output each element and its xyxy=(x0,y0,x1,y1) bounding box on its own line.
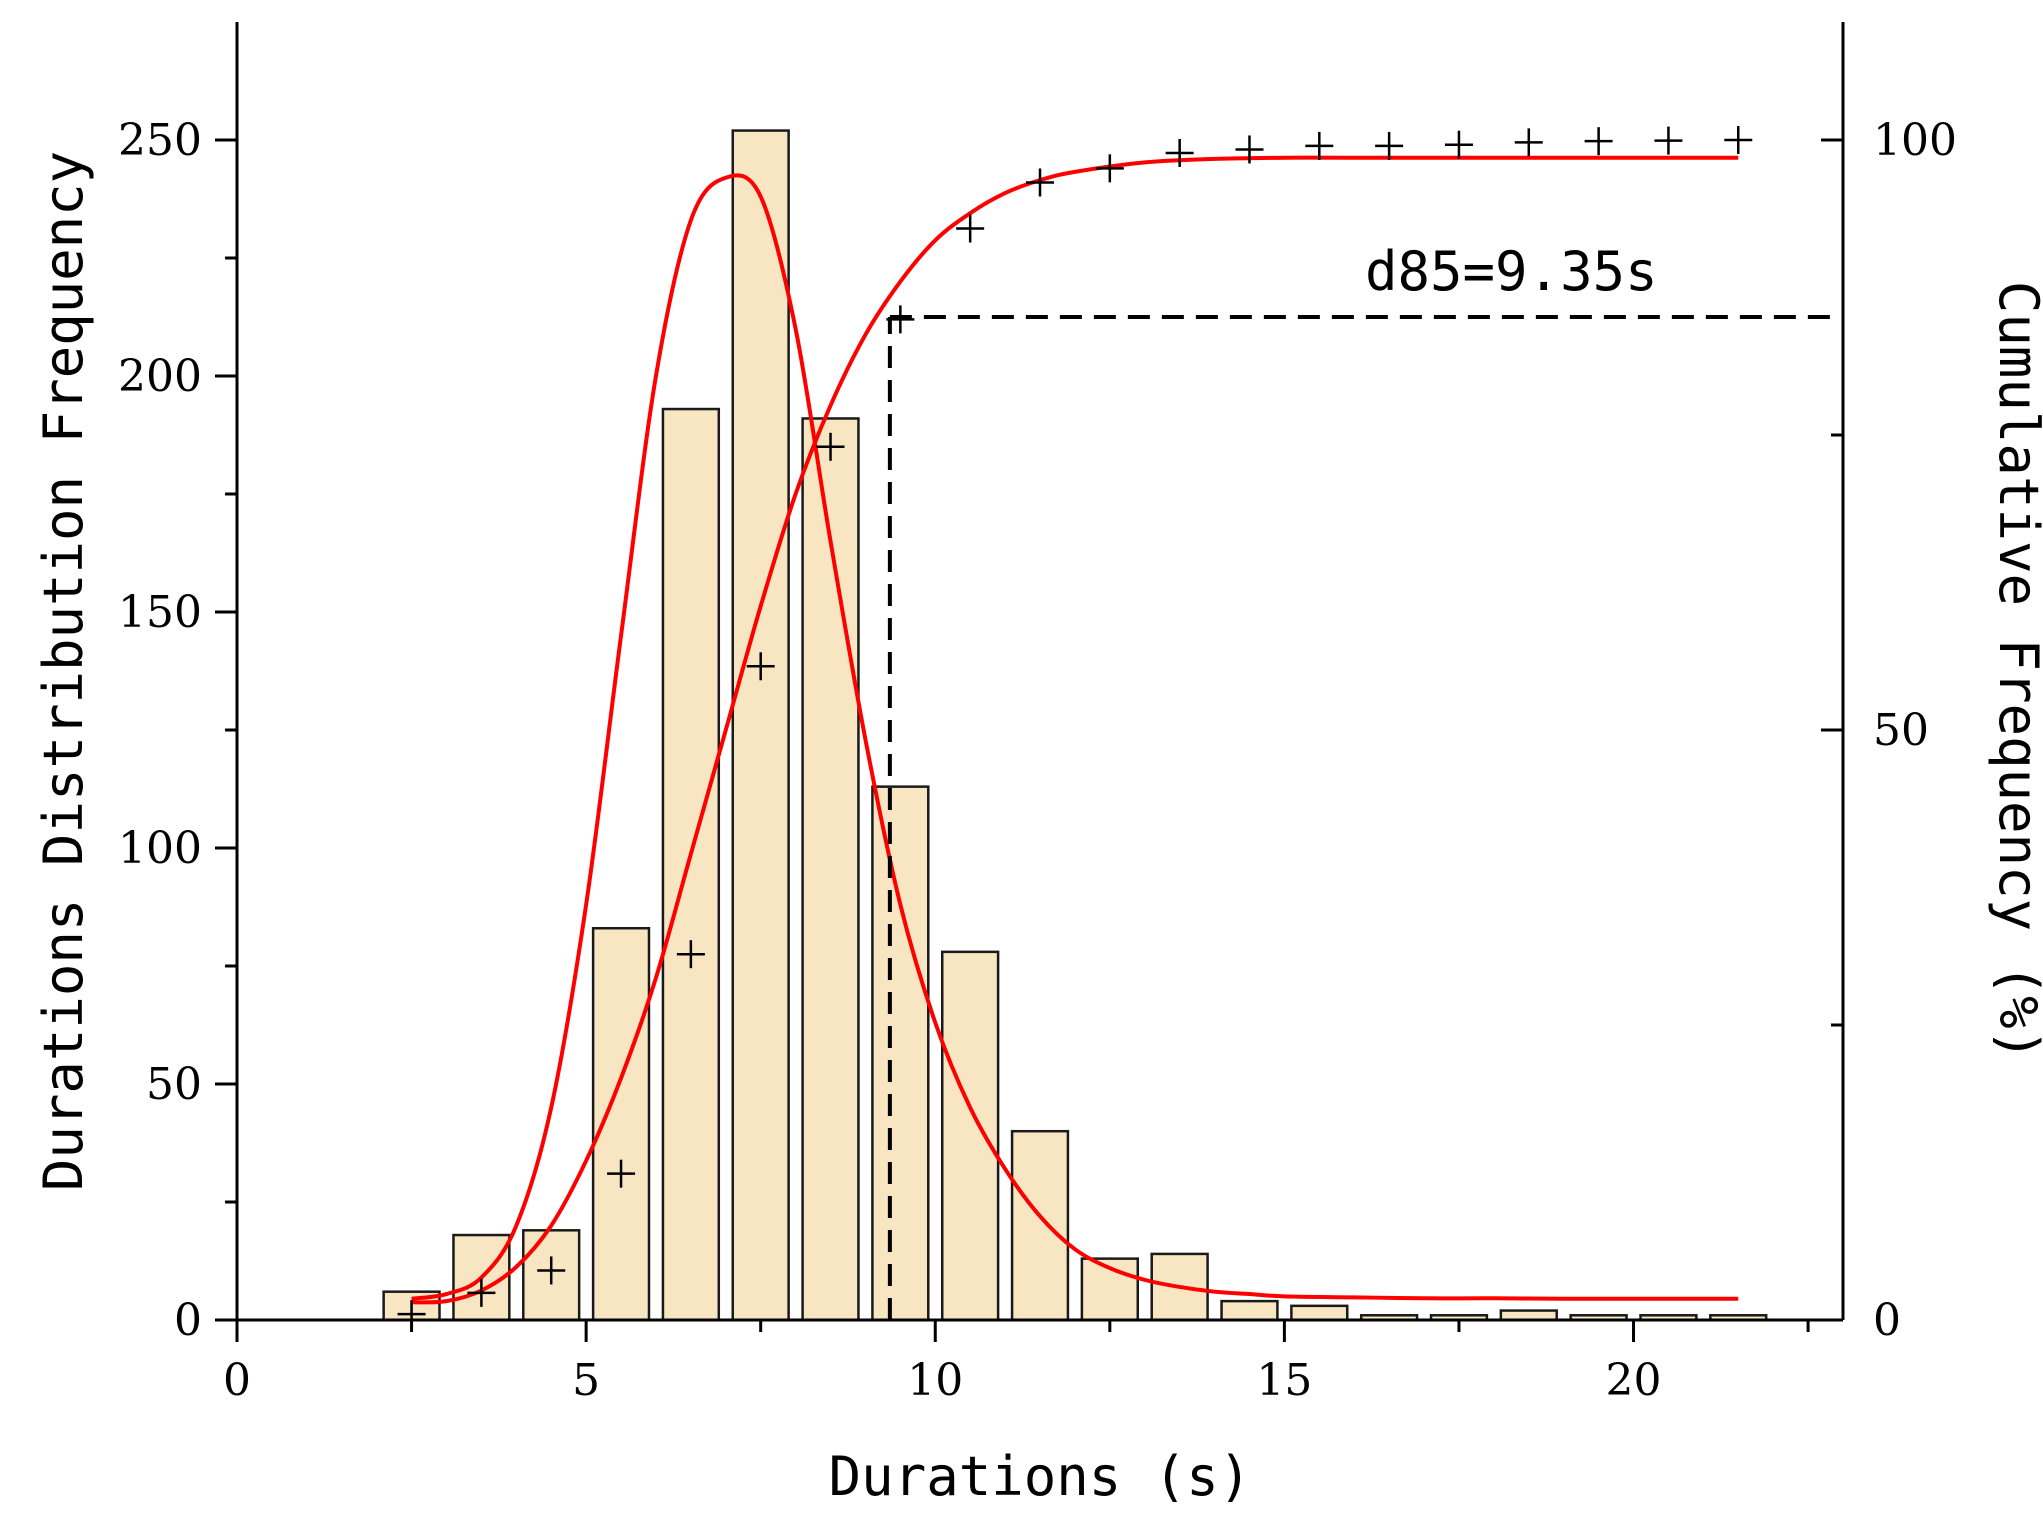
cumulative-point xyxy=(1654,126,1683,155)
y-axis-label: Durations Distribution Frequency xyxy=(32,151,95,1191)
y2-tick-label: 50 xyxy=(1873,705,1929,756)
histogram-bar xyxy=(940,950,1000,1322)
cumulative-point xyxy=(467,1278,496,1307)
histogram-bar xyxy=(1010,1129,1070,1322)
cumulative-point xyxy=(537,1256,566,1285)
d85-annotation: d85=9.35s xyxy=(1365,240,1658,303)
cumulative-point xyxy=(1724,126,1753,154)
histogram-bar xyxy=(1290,1304,1349,1322)
cumulative-point xyxy=(1305,131,1334,160)
cumulative-point xyxy=(1584,127,1613,156)
x-tick-label: 20 xyxy=(1606,1355,1662,1406)
y-tick-label: 0 xyxy=(174,1295,202,1346)
cumulative-point xyxy=(1026,168,1054,197)
cumulative-point xyxy=(956,214,985,243)
cumulative-point xyxy=(607,1159,636,1188)
cumulative-fit-curve xyxy=(411,155,1739,1305)
cumulative-point xyxy=(1095,154,1124,183)
cumulative-points xyxy=(397,126,1753,1329)
y-tick-label: 200 xyxy=(118,351,202,402)
cumulative-point xyxy=(676,940,705,969)
cumulative-point xyxy=(746,652,775,681)
d85-guide-lines xyxy=(887,315,1843,1320)
y2-axis-label: Cumulative Frequency (%) xyxy=(1987,281,2043,1061)
distribution-fit-curve-group xyxy=(411,173,1739,1301)
histogram-bar xyxy=(801,417,860,1322)
y-tick-label: 250 xyxy=(118,115,202,166)
cumulative-point xyxy=(816,432,845,461)
distribution-fit-curve xyxy=(411,173,1739,1301)
y-tick-label: 150 xyxy=(118,587,202,638)
cumulative-point xyxy=(1165,138,1194,167)
histogram-bars xyxy=(382,129,1768,1322)
x-tick-label: 10 xyxy=(907,1355,963,1406)
x-tick-label: 5 xyxy=(572,1355,600,1406)
y2-tick-label: 0 xyxy=(1873,1295,1901,1346)
histogram-bar xyxy=(871,785,930,1322)
y2-tick-label: 100 xyxy=(1873,115,1957,166)
y-tick-label: 50 xyxy=(146,1059,202,1110)
cumulative-fit-curve-group xyxy=(411,155,1739,1305)
x-tick-label: 15 xyxy=(1256,1355,1312,1406)
cumulative-point xyxy=(1235,135,1264,164)
histogram-bar xyxy=(661,407,721,1322)
x-axis-label: Durations (s) xyxy=(829,1445,1252,1508)
histogram-bar xyxy=(731,129,790,1322)
cumulative-point xyxy=(1514,128,1543,157)
cumulative-point xyxy=(1444,130,1473,159)
y-tick-label: 100 xyxy=(118,823,202,874)
x-tick-label: 0 xyxy=(223,1355,251,1406)
histogram-bar xyxy=(1220,1299,1279,1322)
axes xyxy=(235,22,1845,1322)
cumulative-point xyxy=(1375,131,1404,160)
